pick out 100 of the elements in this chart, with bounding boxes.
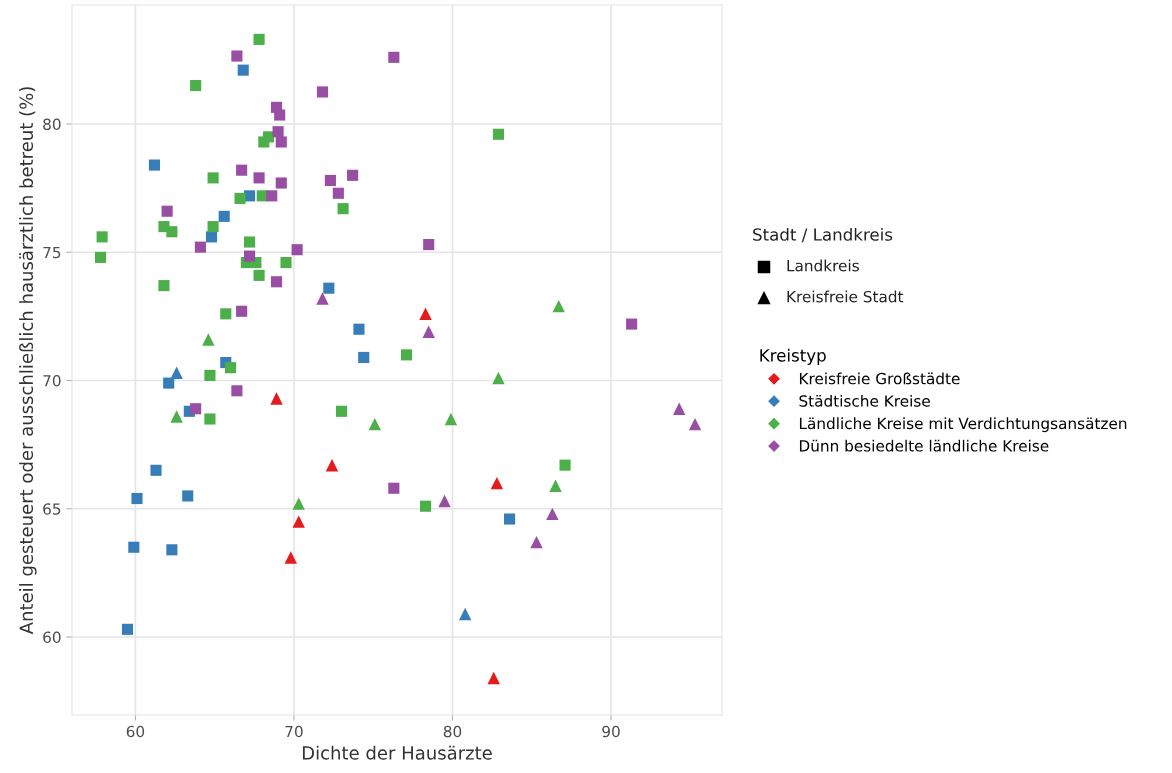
point: [626, 318, 638, 330]
y-tick-label: 65: [43, 503, 61, 515]
point: [190, 403, 202, 415]
point: [438, 494, 451, 508]
y-tick-label: 60: [43, 631, 61, 644]
point: [266, 190, 278, 202]
point: [236, 305, 248, 317]
point: [220, 308, 232, 320]
point: [207, 221, 219, 233]
point: [231, 50, 243, 62]
point: [272, 126, 284, 138]
point: [96, 231, 108, 243]
point: [492, 371, 505, 385]
y-tick-label: 75: [43, 246, 61, 259]
point: [224, 362, 237, 374]
point: [163, 377, 175, 389]
x-tick-label: 90: [602, 725, 620, 738]
point: [552, 299, 565, 313]
point: [291, 244, 303, 256]
point: [316, 86, 329, 98]
point: [194, 241, 206, 253]
legend-label: Ländliche Kreise mit Verdichtungsansätzen: [799, 417, 1127, 433]
point: [688, 417, 702, 431]
point: [166, 544, 178, 556]
point: [253, 172, 265, 184]
point: [202, 333, 215, 346]
point: [332, 187, 344, 199]
point: [150, 464, 162, 476]
point: [368, 417, 382, 431]
point: [422, 325, 435, 338]
point: [549, 479, 562, 492]
point: [559, 459, 571, 471]
point: [158, 280, 170, 292]
x-tick-label: 80: [443, 725, 462, 738]
point: [292, 515, 305, 528]
point: [231, 385, 243, 397]
point: [388, 482, 400, 494]
point: [275, 177, 287, 189]
point: [492, 128, 505, 140]
point: [530, 535, 543, 549]
point: [672, 402, 686, 415]
text: Stadt / Landkreis: [753, 227, 893, 243]
point: [419, 500, 432, 512]
point: [190, 79, 202, 92]
point: [205, 231, 218, 243]
point: [335, 405, 348, 417]
point: [148, 159, 160, 171]
point: [121, 623, 134, 635]
y-axis-title: Anteil gesteuert oder ausschließlich hausärztlich betreut (%): [19, 87, 37, 635]
point: [400, 349, 413, 361]
point: [204, 413, 216, 425]
point: [244, 250, 256, 262]
point: [258, 136, 270, 148]
point: [182, 490, 194, 502]
legend-label: Kreisfreie Großstädte: [799, 372, 960, 385]
point: [131, 492, 143, 505]
point: [204, 369, 216, 381]
text: Landkreis: [787, 259, 859, 272]
point: [128, 541, 140, 553]
x-axis-title: Dichte der Hausärzte: [302, 745, 492, 760]
point: [358, 351, 370, 363]
point: [234, 192, 246, 204]
point: [490, 476, 504, 490]
point: [274, 109, 286, 121]
point: [337, 203, 349, 215]
point: [253, 269, 265, 281]
point: [353, 323, 365, 335]
point: [166, 226, 178, 238]
point: [458, 607, 472, 621]
point: [253, 33, 265, 45]
point: [388, 51, 400, 63]
point: [546, 507, 559, 521]
text: Kreisfreie Stadt: [787, 290, 904, 303]
point: [207, 172, 219, 184]
point: [292, 497, 305, 510]
point: [323, 282, 335, 294]
point: [316, 292, 329, 305]
point: [444, 412, 458, 426]
point: [218, 210, 230, 222]
point: [170, 410, 183, 423]
point: [487, 671, 500, 685]
legend-label: Dünn besiedelte ländliche Kreise: [799, 439, 1049, 452]
point: [325, 458, 339, 472]
point: [347, 169, 359, 181]
point: [237, 64, 249, 76]
y-tick-label: 70: [43, 374, 61, 387]
point: [419, 307, 432, 321]
point: [423, 239, 435, 251]
legend-title: Kreistyp: [760, 348, 826, 365]
point: [94, 251, 107, 263]
point: [504, 513, 516, 525]
y-tick-label: 80: [43, 118, 61, 131]
point: [270, 392, 283, 405]
point: [161, 205, 173, 217]
point: [280, 256, 292, 269]
x-tick-label: 60: [126, 725, 145, 738]
legend-label: Städtische Kreise: [799, 394, 930, 407]
point: [324, 174, 336, 186]
point: [284, 551, 297, 564]
point: [170, 366, 183, 380]
